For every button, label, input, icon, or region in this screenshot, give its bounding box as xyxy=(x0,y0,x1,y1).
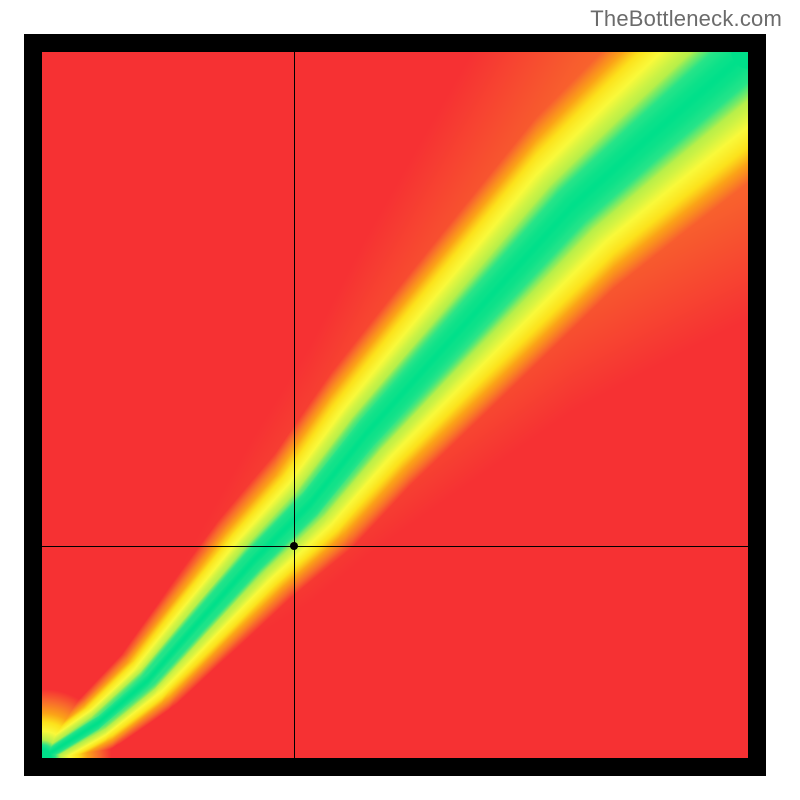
watermark-text: TheBottleneck.com xyxy=(590,6,782,32)
crosshair-horizontal xyxy=(42,546,748,547)
crosshair-vertical xyxy=(294,52,295,758)
chart-container: TheBottleneck.com xyxy=(0,0,800,800)
heatmap-area xyxy=(42,52,748,758)
heatmap-canvas xyxy=(42,52,748,758)
marker-dot xyxy=(290,542,298,550)
